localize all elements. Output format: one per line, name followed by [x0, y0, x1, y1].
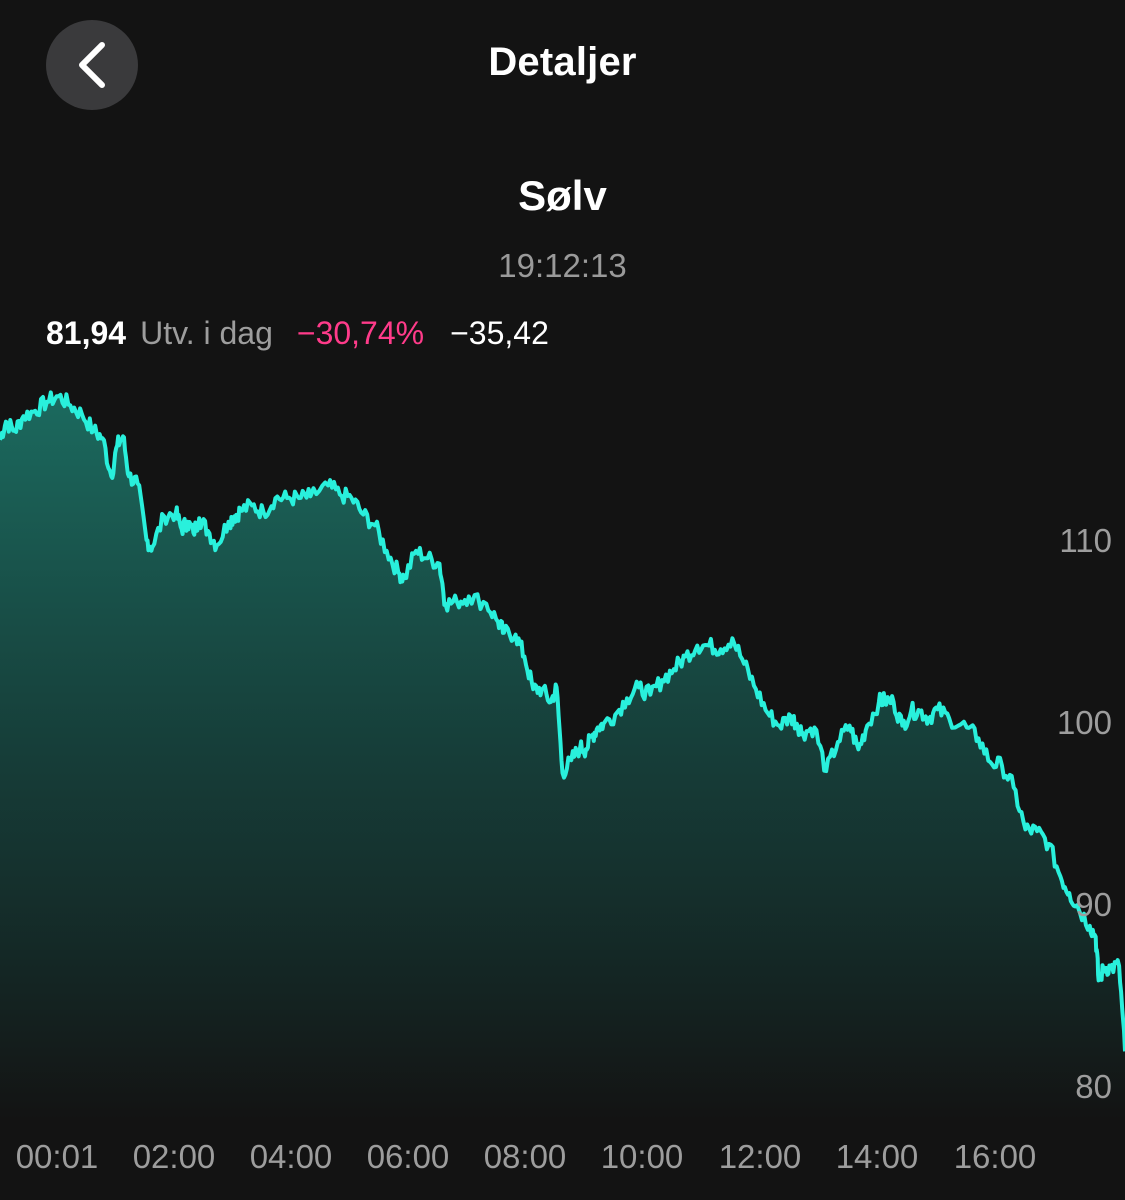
instrument-name: Sølv: [518, 172, 607, 219]
x-tick-label: 06:00: [367, 1138, 450, 1175]
x-tick-label: 04:00: [250, 1138, 333, 1175]
change-label: Utv. i dag: [140, 315, 273, 351]
y-tick-label: 100: [1057, 704, 1112, 741]
y-tick-label: 80: [1075, 1068, 1112, 1105]
page-title: Detaljer: [488, 40, 637, 84]
x-tick-label: 10:00: [601, 1138, 684, 1175]
series-line: [0, 390, 1125, 1052]
x-tick-label: 14:00: [836, 1138, 919, 1175]
back-button[interactable]: [46, 20, 138, 110]
series-area: [0, 392, 1125, 1120]
x-tick-label: 12:00: [719, 1138, 802, 1175]
chevron-left-icon: [79, 42, 105, 88]
quote-timestamp: 19:12:13: [498, 247, 627, 284]
x-tick-label: 08:00: [484, 1138, 567, 1175]
y-tick-label: 90: [1075, 886, 1112, 923]
stats-row: 81,94 Utv. i dag −30,74% −35,42: [46, 315, 549, 352]
change-absolute: −35,42: [450, 315, 549, 351]
change-percent: −30,74%: [296, 315, 425, 351]
last-price: 81,94: [46, 315, 127, 351]
y-tick-label: 110: [1059, 522, 1112, 559]
x-tick-label: 02:00: [133, 1138, 216, 1175]
x-tick-label: 16:00: [954, 1138, 1037, 1175]
x-tick-label: 00:01: [16, 1138, 99, 1175]
